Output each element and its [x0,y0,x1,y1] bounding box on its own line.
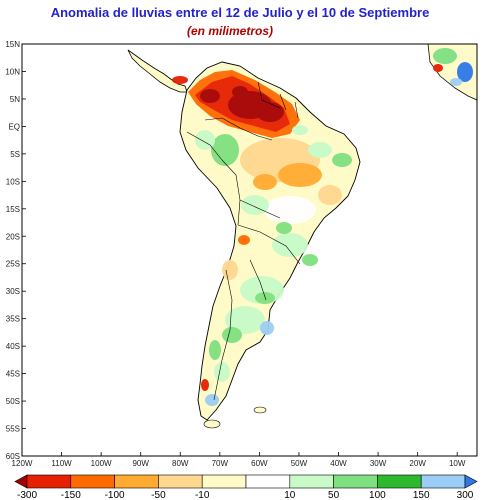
colorbar-swatch [464,474,478,489]
colorbar-label: 300 [457,490,474,500]
lon-tick-label: 110W [51,459,72,468]
latitude-axis: 15N 10N 5N EQ 5S 10S 15S 20S 25S 30S 35S 40S 45S 50S 5… [5,40,26,461]
map-frame [21,43,478,457]
colorbar-swatch [14,474,28,489]
colorbar-swatch [289,474,334,489]
longitude-axis: 120W 110W 100W 90W 80W 70W 60W 50W 40W 30W 20W 10W [12,452,466,468]
colorbar-swatch [114,474,159,489]
lat-tick-label: 55S [6,425,20,434]
lat-tick-label: 15N [5,40,20,49]
colorbar-label: -50 [151,490,166,500]
colorbar-swatch [420,474,466,489]
lat-tick-label: 15S [6,205,20,214]
lat-tick-label: 45S [6,370,20,379]
lon-tick-label: 90W [132,459,149,468]
colorbar-label: 100 [369,490,386,500]
tierra-del-fuego [203,419,221,429]
colorbar-label: 10 [284,490,296,500]
lon-tick-label: 70W [212,459,229,468]
lat-tick-label: 35S [6,315,20,324]
lat-tick-label: 20S [6,232,20,241]
colorbar-label: -100 [105,490,125,500]
colorbar-swatch [70,474,115,489]
colorbar-swatch [158,474,203,489]
map-title: Anomalia de lluvias entre el 12 de Julio… [50,5,430,20]
lon-tick-label: 20W [409,459,426,468]
colorbar-swatch [245,474,291,489]
colorbar-legend: -300 -150 -100 -50 -10 10 50 100 150 300 [14,474,478,500]
lat-tick-label: 10N [5,67,20,76]
lat-tick-label: 10S [6,177,20,186]
lat-tick-label: 40S [6,342,20,351]
lon-tick-label: 10W [449,459,466,468]
lat-tick-label: 5N [10,95,20,104]
colorbar-label: -150 [61,490,81,500]
colorbar-label: -300 [17,490,37,500]
colorbar-swatch [201,474,247,489]
country-borders [186,81,301,401]
colorbar-label: 50 [328,490,340,500]
lon-tick-label: 50W [291,459,308,468]
lon-tick-label: 60W [251,459,268,468]
lon-tick-label: 40W [330,459,347,468]
colorbar-label: -10 [195,490,210,500]
falkland-islands [253,406,267,414]
colorbar-label: 150 [413,490,430,500]
anomaly-shading [172,44,477,406]
colorbar-swatch [377,474,422,489]
lat-tick-label: 30S [6,287,20,296]
lon-tick-label: 80W [172,459,189,468]
lat-tick-label: 5S [10,150,20,159]
lat-tick-label: EQ [8,122,20,131]
colorbar-swatch [26,474,72,489]
map-subtitle: (en milimetros) [186,24,273,38]
lon-tick-label: 100W [91,459,112,468]
colorbar-swatch [333,474,378,489]
lat-tick-label: 25S [6,260,20,269]
lon-tick-label: 120W [12,459,33,468]
map-plot-area [22,44,477,456]
lon-tick-label: 30W [370,459,387,468]
lat-tick-label: 60S [6,452,20,461]
lat-tick-label: 50S [6,397,20,406]
